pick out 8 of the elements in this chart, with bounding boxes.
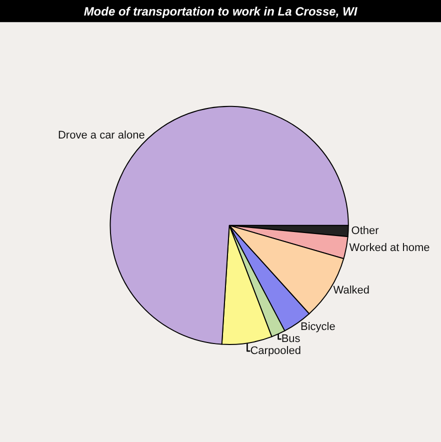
slice-label: Bus xyxy=(281,333,301,346)
slice-label: Walked xyxy=(333,284,370,296)
slice-label: Worked at home xyxy=(349,242,430,254)
slice-label: Bicycle xyxy=(300,321,336,334)
slice-label: Carpooled xyxy=(250,345,301,358)
slice-label: Drove a car alone xyxy=(58,129,145,142)
slice-label: Other xyxy=(351,225,380,238)
chart-title: Mode of transportation to work in La Crosse, WI xyxy=(84,4,358,18)
